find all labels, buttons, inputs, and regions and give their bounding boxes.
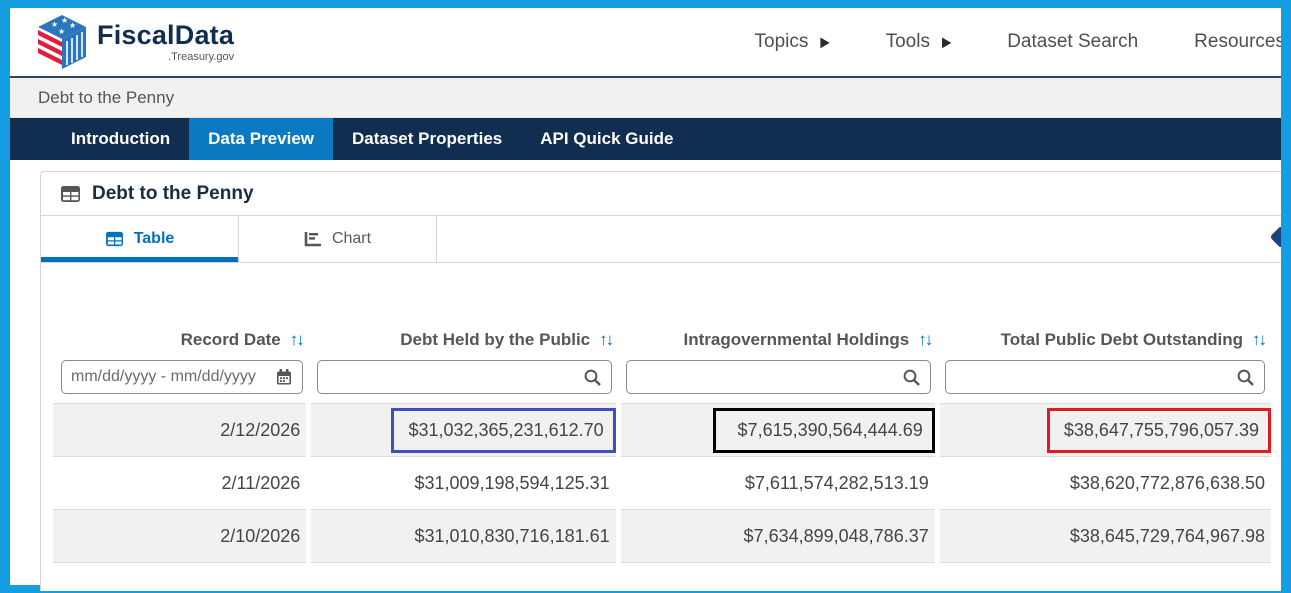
data-table-area: Record Date ↑↓ Debt Held by the Public ↑↓ … xyxy=(41,263,1281,563)
debt-held-filter-input[interactable] xyxy=(326,368,584,386)
cell-total-public-debt-outstanding: $38,647,755,796,057.39 xyxy=(934,403,1271,457)
highlight-box-debt-held-by-public: $31,032,365,231,612.70 xyxy=(391,407,616,453)
col-label: Intragovernmental Holdings xyxy=(683,330,910,349)
sort-icon[interactable]: ↑↓ xyxy=(599,330,614,349)
filter-row xyxy=(53,360,1271,404)
intragovernmental-filter-input[interactable] xyxy=(636,368,903,386)
nav-dataset-search-label: Dataset Search xyxy=(1007,31,1139,52)
sort-icon[interactable]: ↑↓ xyxy=(289,330,305,349)
main-nav: Topics ▶ Tools ▶ Dataset Search Resource… xyxy=(755,31,1281,53)
search-icon[interactable] xyxy=(583,368,602,387)
site-header: ★ ★ ★ ★ FiscalData .Treasury.gov Topics xyxy=(10,8,1281,78)
svg-text:★: ★ xyxy=(51,20,58,29)
calendar-icon[interactable] xyxy=(275,368,293,386)
nav-topics-label: Topics xyxy=(754,31,809,52)
logo-title: FiscalData xyxy=(97,20,235,50)
sort-icon[interactable]: ↑↓ xyxy=(918,330,933,349)
chevron-right-icon: ▶ xyxy=(820,33,830,51)
col-label: Record Date xyxy=(180,330,281,349)
fiscaldata-cube-icon: ★ ★ ★ ★ xyxy=(36,13,88,71)
dataset-title: Debt to the Penny xyxy=(92,182,254,204)
tab-dataset-properties[interactable]: Dataset Properties xyxy=(352,129,503,148)
table-body: 2/12/2026 $31,032,365,231,612.70 $7,615,39… xyxy=(53,403,1271,563)
tab-table-label: Table xyxy=(133,230,175,247)
intragovernmental-filter xyxy=(626,360,932,394)
cell-total-public-debt-outstanding: $38,620,772,876,638.50 xyxy=(934,456,1271,510)
svg-text:★: ★ xyxy=(58,27,65,36)
col-header-intragovernmental[interactable]: Intragovernmental Holdings ↑↓ xyxy=(618,330,937,360)
tab-chart-view[interactable]: Chart xyxy=(239,216,437,262)
nav-tools[interactable]: Tools ▶ xyxy=(886,31,952,53)
fiscaldata-logo[interactable]: ★ ★ ★ ★ FiscalData .Treasury.gov xyxy=(36,13,234,71)
chevron-right-icon: ▶ xyxy=(941,33,952,51)
highlight-box-total-public-debt-outstanding: $38,647,755,796,057.39 xyxy=(1046,407,1271,453)
dataset-card: Debt to the Penny Table xyxy=(40,171,1281,591)
table-grid-icon xyxy=(105,231,124,247)
breadcrumb-label[interactable]: Debt to the Penny xyxy=(38,87,175,107)
sort-icon[interactable]: ↑↓ xyxy=(1252,330,1267,349)
cell-debt-held-by-public: $31,032,365,231,612.70 xyxy=(306,403,619,457)
col-header-debt-held[interactable]: Debt Held by the Public ↑↓ xyxy=(309,330,618,360)
table-row: 2/11/2026 $31,009,198,594,125.31 $7,611,57… xyxy=(53,456,1271,510)
cell-record-date: 2/10/2026 xyxy=(53,509,309,563)
cell-record-date: 2/11/2026 xyxy=(53,456,309,510)
svg-text:★: ★ xyxy=(61,16,68,25)
nav-tools-label: Tools xyxy=(885,31,930,52)
nav-resources-label: Resources xyxy=(1194,31,1281,52)
page-tab-bar: Introduction Data Preview Dataset Proper… xyxy=(10,118,1281,160)
dataset-card-header: Debt to the Penny xyxy=(41,172,1281,216)
total-debt-filter-input[interactable] xyxy=(955,368,1236,386)
view-tab-bar: Table Chart xyxy=(41,216,1281,263)
tab-table-view[interactable]: Table xyxy=(41,216,239,262)
col-label: Debt Held by the Public xyxy=(400,330,591,349)
nav-topics[interactable]: Topics ▶ xyxy=(755,31,830,53)
cell-debt-held-by-public: $31,010,830,716,181.61 xyxy=(306,509,619,563)
tab-chart-label: Chart xyxy=(331,230,372,247)
nav-resources[interactable]: Resources xyxy=(1194,31,1281,53)
col-header-record-date[interactable]: Record Date ↑↓ xyxy=(53,330,309,360)
cell-intragovernmental-holdings: $7,611,574,282,513.19 xyxy=(615,456,938,510)
tab-introduction[interactable]: Introduction xyxy=(71,129,171,148)
table-row: 2/10/2026 $31,010,830,716,181.61 $7,634,89… xyxy=(53,509,1271,563)
data-table: Record Date ↑↓ Debt Held by the Public ↑↓ … xyxy=(53,330,1271,563)
nav-dataset-search[interactable]: Dataset Search xyxy=(1007,31,1138,53)
table-row: 2/12/2026 $31,032,365,231,612.70 $7,615,39… xyxy=(53,403,1271,457)
total-debt-filter xyxy=(945,360,1265,394)
date-range-input[interactable] xyxy=(71,368,275,386)
search-icon[interactable] xyxy=(1236,368,1255,387)
date-range-filter xyxy=(61,360,303,394)
bar-chart-icon xyxy=(304,231,322,247)
svg-text:★: ★ xyxy=(69,21,76,30)
cell-debt-held-by-public: $31,009,198,594,125.31 xyxy=(306,456,619,510)
table-grid-icon xyxy=(60,185,81,203)
cell-record-date: 2/12/2026 xyxy=(53,403,309,457)
column-header-row: Record Date ↑↓ Debt Held by the Public ↑↓ … xyxy=(53,330,1271,360)
tab-api-quick-guide[interactable]: API Quick Guide xyxy=(540,129,674,148)
slideout-toggle-icon[interactable] xyxy=(1269,225,1281,249)
cell-intragovernmental-holdings: $7,615,390,564,444.69 xyxy=(615,403,938,457)
cell-total-public-debt-outstanding: $38,645,729,764,967.98 xyxy=(934,509,1271,563)
logo-subtitle: .Treasury.gov xyxy=(168,51,235,63)
highlight-box-intragovernmental-holdings: $7,615,390,564,444.69 xyxy=(712,407,935,453)
col-header-total-debt[interactable]: Total Public Debt Outstanding ↑↓ xyxy=(937,330,1271,360)
breadcrumb: Debt to the Penny xyxy=(10,78,1281,118)
cell-intragovernmental-holdings: $7,634,899,048,786.37 xyxy=(615,509,938,563)
search-icon[interactable] xyxy=(902,368,921,387)
tab-data-preview[interactable]: Data Preview xyxy=(189,118,333,160)
col-label: Total Public Debt Outstanding xyxy=(1000,330,1243,349)
debt-held-filter xyxy=(316,360,613,394)
